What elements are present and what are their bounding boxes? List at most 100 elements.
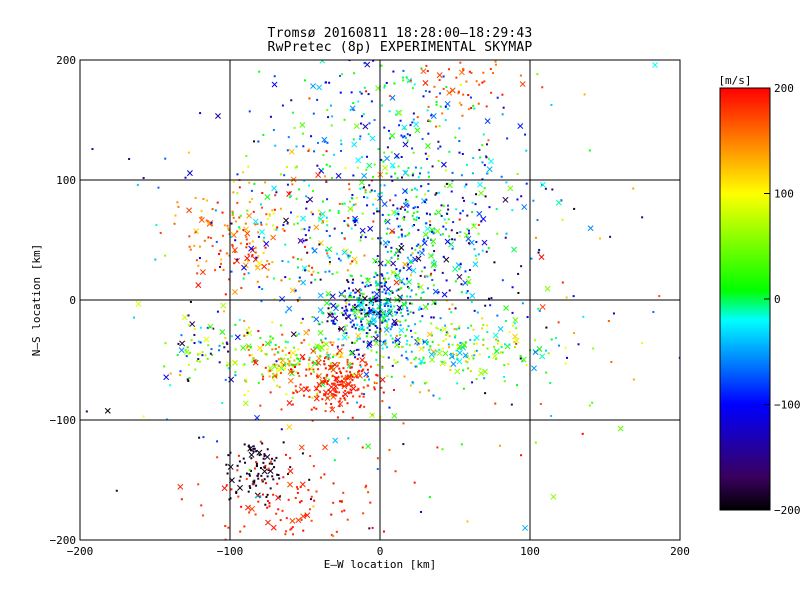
data-point (224, 525, 227, 528)
data-point (271, 261, 274, 264)
data-point-cross (389, 132, 396, 139)
data-point (231, 213, 234, 216)
data-point (238, 318, 241, 321)
data-point (473, 248, 476, 251)
data-point (411, 252, 414, 255)
data-point-cross (418, 358, 425, 365)
data-point (389, 304, 392, 307)
data-point (262, 375, 265, 378)
data-point (351, 379, 354, 382)
data-point-cross (507, 185, 514, 192)
data-point (404, 334, 407, 337)
data-point (511, 286, 514, 289)
data-point (351, 319, 354, 322)
data-point (284, 340, 287, 343)
data-point (281, 227, 284, 230)
data-point (416, 206, 419, 209)
data-point (327, 354, 330, 357)
data-point (222, 268, 225, 271)
data-point (348, 303, 351, 306)
data-point (541, 86, 544, 89)
data-point (469, 370, 472, 373)
data-point (435, 192, 438, 195)
data-point (351, 375, 354, 378)
data-point (212, 327, 215, 330)
data-point-cross (326, 246, 333, 253)
data-point (380, 64, 383, 67)
data-point (545, 326, 548, 329)
data-point (308, 508, 311, 511)
data-point (422, 291, 425, 294)
data-point (326, 252, 329, 255)
data-point (308, 358, 311, 361)
data-point (401, 235, 404, 238)
data-point (193, 244, 196, 247)
data-point-cross (203, 336, 210, 343)
data-point (272, 224, 275, 227)
data-point (271, 337, 274, 340)
data-point (408, 232, 411, 235)
data-point-cross (478, 370, 484, 377)
data-point (245, 154, 248, 157)
data-point (475, 80, 478, 83)
data-point (503, 380, 506, 383)
data-point (406, 309, 409, 312)
data-point (466, 354, 469, 357)
data-point (360, 320, 363, 323)
data-point (405, 190, 408, 193)
data-point-cross (441, 326, 448, 333)
data-point (400, 205, 403, 208)
data-point (386, 302, 389, 305)
data-point (453, 328, 456, 331)
data-point (467, 367, 470, 370)
data-point (300, 321, 303, 324)
data-point (394, 470, 397, 473)
data-point (402, 69, 405, 72)
data-point (253, 182, 256, 185)
data-point (352, 203, 355, 206)
data-point (210, 221, 213, 224)
data-point (538, 248, 541, 251)
data-point (401, 314, 404, 317)
data-point-cross (406, 77, 413, 84)
data-point (494, 63, 497, 66)
data-point (179, 370, 182, 373)
data-point (268, 213, 271, 216)
data-point (503, 375, 506, 378)
data-point (475, 257, 478, 260)
data-point (339, 370, 342, 373)
data-point (252, 445, 255, 448)
data-point (234, 239, 237, 242)
data-point-cross (369, 135, 376, 142)
data-point (455, 349, 458, 352)
data-point (282, 441, 285, 444)
colorbar (719, 87, 771, 511)
data-point (340, 510, 343, 513)
data-point (377, 288, 380, 291)
data-point (260, 300, 263, 303)
data-point (289, 211, 292, 214)
data-point (376, 326, 379, 329)
data-point-cross (430, 262, 437, 269)
data-point-cross (366, 162, 373, 169)
data-point (402, 303, 405, 306)
data-point (387, 318, 390, 321)
data-point (481, 249, 484, 252)
data-point (426, 109, 429, 112)
data-point (361, 234, 364, 237)
data-point-cross (366, 340, 373, 347)
data-point (641, 216, 644, 219)
data-point (524, 133, 527, 136)
data-point (359, 187, 362, 190)
data-point (402, 422, 405, 425)
data-point (500, 344, 503, 347)
data-point (415, 293, 418, 296)
data-point (429, 213, 432, 216)
data-point (483, 187, 486, 190)
data-point (349, 388, 352, 391)
data-point (435, 350, 438, 353)
data-point (264, 482, 267, 485)
data-point (588, 149, 591, 152)
data-point (414, 365, 417, 368)
data-point (343, 237, 346, 240)
